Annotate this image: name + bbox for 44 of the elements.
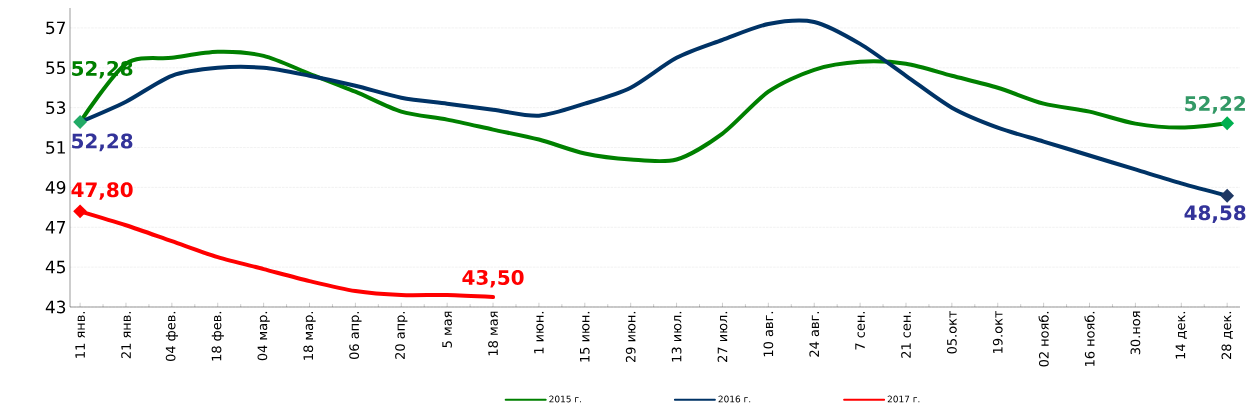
x-tick-label: 5 мая	[442, 311, 452, 348]
annotation: 47,80	[71, 182, 133, 200]
x-tick-label: 21 янв.	[121, 311, 131, 359]
x-tick-label: 05.окт	[946, 310, 957, 354]
y-tick-label: 45	[45, 260, 65, 274]
x-tick-label: 28 дек.	[1221, 311, 1233, 360]
y-tick-label: 53	[46, 101, 66, 115]
legend-label: 2017 г.	[887, 395, 920, 403]
x-tick-label: 7 сен.	[855, 311, 865, 350]
x-tick-label: 18 мая	[488, 311, 498, 356]
annotation: 43,50	[462, 269, 524, 288]
point	[1220, 188, 1235, 203]
x-tick-label: 14 дек.	[1175, 311, 1187, 359]
legend-label: 2016 г.	[718, 395, 751, 403]
x-tick-label: 30.ноя	[1130, 311, 1141, 355]
annotation: 52,28	[72, 133, 133, 152]
x-tick-label: 18 мар.	[303, 311, 316, 360]
x-tick-label: 27 июл.	[717, 311, 728, 362]
x-tick-label: 11 янв.	[75, 311, 85, 358]
y-tick-label: 57	[46, 21, 66, 35]
y-tick-label: 55	[46, 61, 65, 75]
y-tick-label: 47	[45, 221, 66, 234]
x-tick-label: 15 июн.	[580, 311, 590, 362]
x-tick-label: 20 апр.	[395, 311, 408, 359]
x-tick-label: 06 апр.	[349, 311, 362, 359]
point	[73, 204, 88, 219]
x-tick-label: 1 июн.	[534, 311, 544, 354]
x-tick-label: 16 нояб.	[1084, 311, 1095, 366]
x-tick-label: 18 фев.	[211, 311, 224, 361]
x-tick-label: 19.окт	[992, 310, 1003, 353]
x-tick-label: 24 авг.	[809, 311, 820, 357]
y-tick-label: 43	[45, 300, 66, 314]
x-tick-label: 13 июл.	[671, 311, 682, 362]
y-tick-label: 49	[45, 180, 66, 194]
x-tick-label: 21 сен.	[901, 311, 911, 358]
x-tick-label: 29 июн.	[625, 311, 636, 363]
x-tick-label: 04 фев.	[165, 311, 179, 362]
x-tick-label: 02 нояб.	[1038, 311, 1049, 367]
legend-label: 2015 г.	[549, 395, 581, 403]
x-tick-label: 10 авг.	[763, 311, 774, 357]
annotation: 52,22	[1185, 96, 1245, 114]
x-tick-label: 04 мар.	[257, 311, 270, 361]
annotation: 48,58	[1184, 205, 1246, 223]
y-tick-label: 51	[46, 141, 65, 154]
